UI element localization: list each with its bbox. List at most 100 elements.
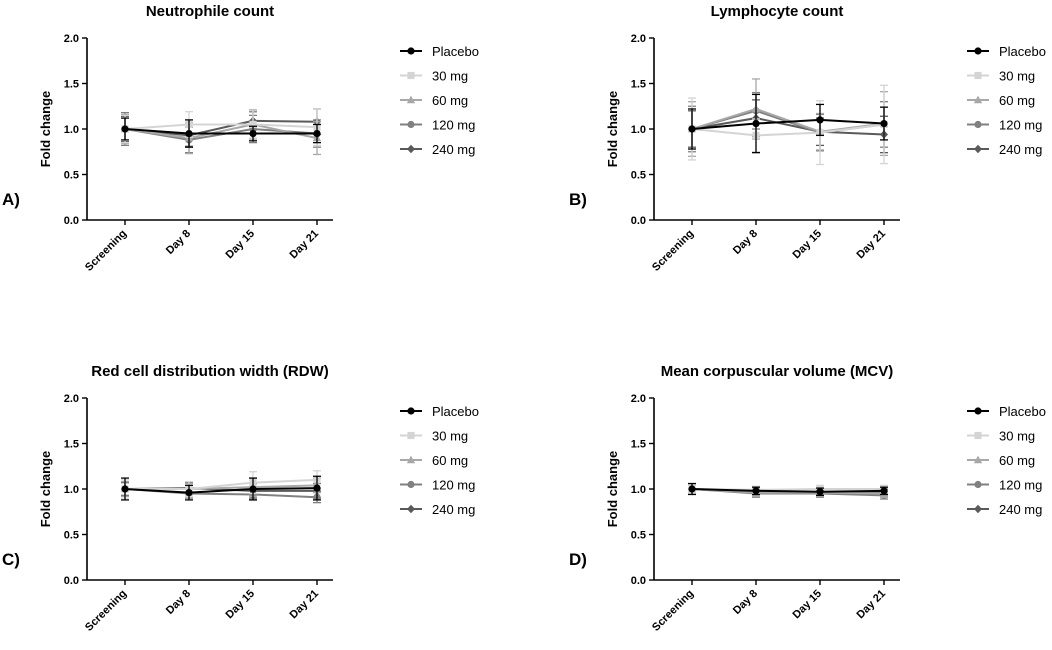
x-tick-label: Screening [83, 228, 129, 274]
legend-marker [973, 455, 983, 464]
legend-label: 30 mg [432, 69, 468, 84]
legend-marker [974, 431, 982, 440]
y-axis-label: Fold change [605, 91, 620, 168]
legend-label: 240 mg [432, 502, 475, 517]
y-tick-label: 0.5 [64, 530, 79, 542]
chart-panel: Red cell distribution width (RDW) C) Fold … [2, 363, 479, 634]
legend-marker [974, 120, 982, 129]
y-tick-label: 0.0 [631, 215, 646, 227]
series-60-mg [687, 78, 889, 157]
legend-marker [407, 71, 415, 80]
x-tick-label: Day 8 [164, 588, 193, 617]
legend-entry: Placebo [400, 404, 479, 419]
y-tick-label: 1.5 [631, 439, 646, 451]
chart-title: Mean corpuscular volume (MCV) [661, 363, 894, 380]
y-tick-label: 1.0 [64, 124, 79, 136]
x-tick-label: Day 21 [288, 228, 322, 262]
legend-marker [407, 480, 415, 489]
legend-label: 30 mg [432, 429, 468, 444]
x-tick-label: Day 15 [224, 588, 258, 622]
series-line [124, 123, 318, 130]
legend-label: 120 mg [432, 118, 475, 133]
legend-label: 60 mg [999, 453, 1035, 468]
data-point [752, 119, 760, 128]
y-tick-label: 0.5 [64, 170, 79, 182]
legend-marker [974, 71, 982, 80]
legend-label: Placebo [999, 44, 1046, 59]
legend-entry: Placebo [400, 44, 479, 59]
data-point [880, 487, 888, 495]
chart-title: Lymphocyte count [711, 3, 844, 20]
legend-label: 120 mg [999, 118, 1042, 133]
legend-entry: 240 mg [967, 502, 1042, 517]
y-tick-label: 0.0 [631, 575, 646, 587]
data-point [880, 119, 888, 128]
data-point [816, 488, 824, 496]
x-tick-label: Day 8 [164, 228, 193, 257]
data-point [121, 485, 129, 493]
y-tick-label: 0.5 [631, 530, 646, 542]
panel-label: C) [2, 550, 20, 569]
series-line [125, 478, 318, 490]
y-axis-label: Fold change [605, 451, 620, 528]
legend-label: 60 mg [999, 93, 1035, 108]
legend-entry: 60 mg [967, 93, 1035, 108]
y-tick-label: 0.0 [64, 215, 79, 227]
legend-entry: 60 mg [967, 453, 1035, 468]
x-tick-label: Day 8 [731, 588, 760, 617]
legend-label: Placebo [432, 44, 479, 59]
data-point [313, 484, 321, 492]
x-tick-label: Screening [650, 588, 696, 634]
legend-label: 30 mg [999, 429, 1035, 444]
y-tick-label: 1.0 [631, 124, 646, 136]
data-point [249, 120, 257, 129]
legend-marker [974, 480, 982, 489]
legend-entry: 120 mg [967, 118, 1042, 133]
x-tick-label: Day 15 [791, 228, 825, 262]
data-point [313, 129, 321, 138]
data-point [688, 485, 696, 493]
series-line [691, 123, 885, 137]
data-point [185, 489, 193, 497]
x-tick-label: Day 15 [224, 228, 258, 262]
legend-marker [974, 47, 982, 55]
panel-label: B) [569, 190, 587, 209]
x-tick-label: Day 8 [731, 228, 760, 257]
series-60-mg [120, 109, 322, 156]
series-placebo [121, 475, 321, 501]
series-line [124, 128, 317, 135]
x-tick-label: Day 15 [791, 588, 825, 622]
series-line [691, 488, 885, 493]
series-line [124, 487, 318, 494]
panel-label: D) [569, 550, 587, 569]
data-point [249, 129, 257, 138]
legend-marker [407, 120, 415, 129]
legend-marker [407, 47, 415, 55]
series-placebo [121, 117, 321, 148]
legend-entry: 240 mg [400, 502, 475, 517]
legend-marker [974, 407, 982, 415]
legend-marker [407, 407, 415, 415]
y-tick-label: 2.0 [631, 393, 646, 405]
legend-label: 60 mg [432, 93, 468, 108]
y-tick-label: 1.0 [64, 484, 79, 496]
legend-marker [407, 144, 415, 154]
panel-label: A) [2, 190, 20, 209]
y-axis-label: Fold change [38, 91, 53, 168]
chart-title: Neutrophile count [146, 3, 274, 20]
data-point [752, 487, 760, 495]
legend-label: 240 mg [432, 142, 475, 157]
legend-entry: 30 mg [967, 69, 1035, 84]
data-point [249, 485, 257, 493]
legend-entry: 30 mg [400, 429, 468, 444]
series-line [124, 123, 318, 140]
y-axis-label: Fold change [38, 451, 53, 528]
legend-entry: 120 mg [400, 478, 475, 493]
data-point [688, 125, 696, 133]
legend-label: 240 mg [999, 502, 1042, 517]
chart-title: Red cell distribution width (RDW) [91, 363, 328, 380]
y-tick-label: 1.5 [64, 79, 79, 91]
legend-entry: 120 mg [967, 478, 1042, 493]
legend-label: Placebo [432, 404, 479, 419]
legend-marker [973, 95, 983, 104]
